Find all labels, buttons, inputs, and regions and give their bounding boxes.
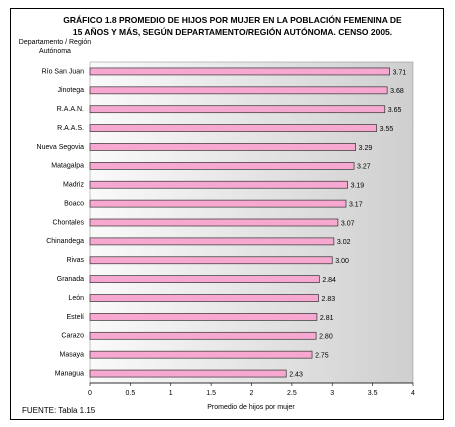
value-label: 2.80 xyxy=(319,334,333,341)
x-tick-label: 2.5 xyxy=(287,390,297,397)
value-label: 2.75 xyxy=(315,353,329,360)
bar xyxy=(89,86,388,95)
value-label: 3.55 xyxy=(380,126,394,133)
value-label: 2.83 xyxy=(322,296,336,303)
bar xyxy=(89,124,378,132)
y-tick-label: Carazo xyxy=(61,333,84,340)
bar xyxy=(89,143,357,151)
bar xyxy=(89,218,339,227)
x-tick-label: 1 xyxy=(169,390,173,397)
bar xyxy=(89,256,333,265)
y-tick-label: Nueva Segovia xyxy=(37,144,85,151)
y-tick-label: Estelí xyxy=(66,314,84,321)
value-label: 3.27 xyxy=(357,164,371,171)
y-tick-label: Rivas xyxy=(66,257,84,264)
bar xyxy=(89,313,318,321)
value-label: 2.43 xyxy=(289,371,303,378)
y-tick-label: Boaco xyxy=(64,200,84,207)
x-tick-label: 4 xyxy=(411,390,415,397)
y-tick-label: Río San Juan xyxy=(42,68,85,75)
value-label: 3.07 xyxy=(341,220,355,227)
y-tick-label: Jinotega xyxy=(58,87,85,94)
value-label: 3.00 xyxy=(335,258,349,265)
x-tick-label: 3.5 xyxy=(368,390,378,397)
bar xyxy=(89,294,319,302)
y-tick-label: Madriz xyxy=(63,182,85,189)
value-label: 3.29 xyxy=(359,145,373,152)
value-label: 3.19 xyxy=(351,183,365,190)
y-axis-label: Departamento / Región Autónoma xyxy=(18,39,92,55)
value-label: 2.84 xyxy=(322,277,336,284)
bar xyxy=(89,350,313,359)
frame xyxy=(10,8,444,420)
bar xyxy=(89,275,320,283)
bar xyxy=(89,199,347,208)
source: FUENTE: Tabla 1.15 xyxy=(22,406,96,415)
x-tick-label: 1.5 xyxy=(206,390,216,397)
y-tick-label: Managua xyxy=(55,370,84,377)
y-label-box: Departamento / Región Autónoma xyxy=(18,39,92,55)
x-tick-label: 0 xyxy=(88,390,92,397)
bar xyxy=(89,162,355,170)
bar xyxy=(89,369,287,378)
y-tick-label: Matagalpa xyxy=(51,163,84,170)
x-tick-label: 0.5 xyxy=(126,390,136,397)
bar xyxy=(89,237,335,246)
y-tick-label: Chinandega xyxy=(46,238,84,245)
y-tick-label: Masaya xyxy=(59,352,84,359)
y-tick-label: Chontales xyxy=(52,219,84,226)
value-label: 2.81 xyxy=(320,315,334,322)
y-tick-label: León xyxy=(68,295,84,302)
value-label: 3.71 xyxy=(393,69,407,76)
value-label: 3.02 xyxy=(337,239,351,246)
x-tick-label: 3 xyxy=(330,390,334,397)
y-tick-label: Granada xyxy=(57,276,84,283)
value-label: 3.68 xyxy=(390,88,404,95)
bar xyxy=(89,331,317,340)
y-tick-label: R.A.A.S. xyxy=(57,125,84,132)
bar xyxy=(89,105,386,114)
x-tick-label: 2 xyxy=(250,390,254,397)
chart-title: GRÁFICO 1.8 PROMEDIO DE HIJOS POR MUJER … xyxy=(63,15,402,37)
bar xyxy=(89,180,348,189)
bar xyxy=(89,67,390,76)
y-tick-label: R.A.A.N. xyxy=(57,106,84,113)
x-axis-label: Promedio de hijos por mujer xyxy=(207,404,295,411)
value-label: 3.65 xyxy=(388,107,402,114)
value-label: 3.17 xyxy=(349,201,363,208)
